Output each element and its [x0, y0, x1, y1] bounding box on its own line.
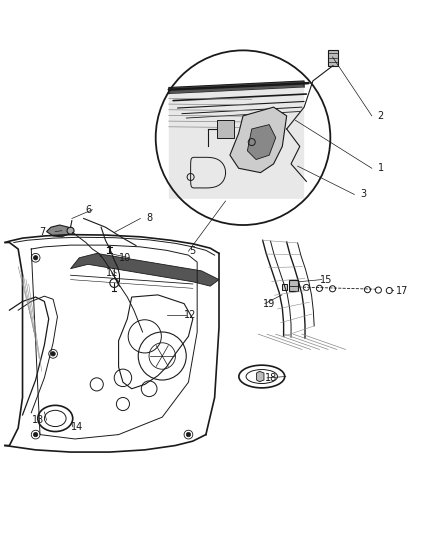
Circle shape [33, 432, 38, 437]
Text: 8: 8 [146, 214, 152, 223]
Text: 2: 2 [378, 111, 384, 121]
Text: 14: 14 [71, 422, 83, 432]
Polygon shape [71, 253, 219, 286]
Circle shape [186, 432, 191, 437]
Text: 13: 13 [32, 415, 44, 425]
Text: 10: 10 [119, 253, 131, 263]
Text: 7: 7 [39, 227, 45, 237]
Text: 19: 19 [263, 298, 276, 309]
Text: 3: 3 [360, 189, 366, 199]
Text: 15: 15 [320, 274, 332, 285]
Polygon shape [46, 225, 71, 237]
Circle shape [67, 227, 74, 234]
Text: 1: 1 [378, 163, 384, 173]
Text: 12: 12 [184, 310, 197, 319]
Text: 6: 6 [85, 205, 91, 215]
Polygon shape [217, 120, 234, 138]
Polygon shape [247, 125, 276, 159]
Polygon shape [169, 81, 304, 94]
Polygon shape [257, 372, 264, 382]
Text: 5: 5 [190, 246, 196, 256]
Text: 18: 18 [265, 373, 278, 383]
Polygon shape [230, 107, 287, 173]
Circle shape [33, 256, 38, 260]
Text: 11: 11 [106, 268, 118, 278]
Polygon shape [169, 87, 304, 199]
Polygon shape [289, 280, 298, 291]
Circle shape [51, 352, 55, 356]
Text: 17: 17 [396, 286, 409, 295]
Polygon shape [328, 51, 338, 66]
Polygon shape [282, 284, 287, 290]
